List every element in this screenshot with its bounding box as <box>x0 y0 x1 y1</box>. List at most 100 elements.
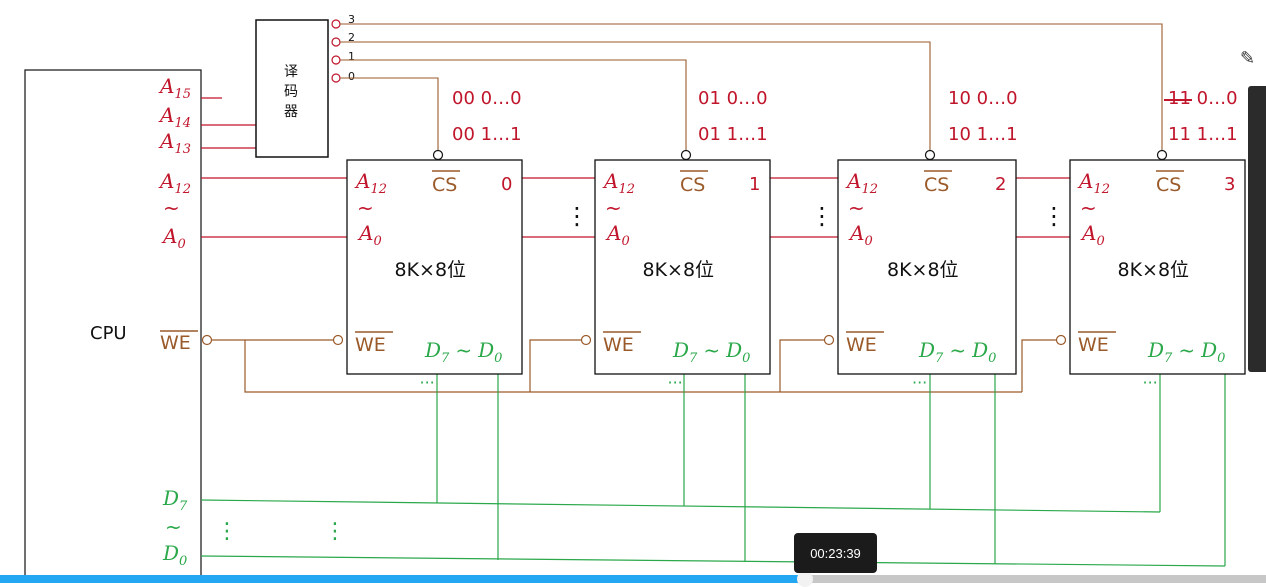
svg-text:A0: A0 <box>161 224 186 252</box>
chip-a0-pin: A0 <box>848 221 873 249</box>
chip-data-ellipsis: ··· <box>912 373 927 392</box>
data-d0-bus <box>200 555 1226 567</box>
side-panel-handle[interactable] <box>1248 86 1266 372</box>
cpu-we-bubble <box>201 334 213 346</box>
chip-box <box>594 159 771 375</box>
chip-index: 0 <box>501 174 512 195</box>
cpu-data-tilde: ~ <box>165 515 182 539</box>
chip-cs-pin: CS <box>924 174 949 196</box>
chip-we-pin: WE <box>603 334 634 356</box>
chip-range-end: 11 1…1 <box>1168 124 1238 145</box>
cpu-a15-label: A15 <box>158 74 191 102</box>
svg-text:A12: A12 <box>158 169 191 197</box>
chip-data-pins: D7 ~ D0 <box>424 338 502 366</box>
chip-a-tilde: ~ <box>1080 196 1097 220</box>
chip-cs-bubble <box>432 149 444 161</box>
chip-index: 3 <box>1224 174 1235 195</box>
cs-line-1 <box>340 59 687 150</box>
chip-cs-bubble <box>924 149 936 161</box>
decoder-box <box>255 19 329 158</box>
chip-capacity: 8K×8位 <box>887 259 959 281</box>
chip-cs-pin: CS <box>680 174 705 196</box>
timestamp-badge: 00:23:39 <box>794 533 877 573</box>
memory-chip-0: 00 0…0 00 1…1 A12~A0 CS 0 8K×8位 WE D7 ~ D0 ··· <box>332 88 523 392</box>
we-bus-bottom <box>244 340 1022 393</box>
svg-text:A13: A13 <box>158 129 191 157</box>
chip-a12-pin: A12 <box>1077 169 1110 197</box>
cpu-addr-tilde: ~ <box>163 196 180 220</box>
chip-range-end: 00 1…1 <box>452 124 522 145</box>
chip-cs-bubble <box>680 149 692 161</box>
svg-text:D0: D0 <box>162 541 187 569</box>
chip-box <box>1069 159 1246 375</box>
chip-we-bubble <box>1055 334 1067 346</box>
we-link-3 <box>1021 339 1060 392</box>
chip-range-start: 11 0…0 <box>1168 88 1238 109</box>
cpu-d7-label: D7 <box>162 486 188 514</box>
cpu-data-vdots-left: ⋮ <box>216 519 238 544</box>
decoder-out-3-label: 3 <box>348 13 355 26</box>
chip-box <box>346 159 523 375</box>
chip-a0-pin: A0 <box>357 221 382 249</box>
decoder-out-1-bubble <box>331 55 341 65</box>
memory-chip-1: 01 0…0 01 1…1 A12~A0 CS 1 8K×8位 WE D7 ~ D0 ··· <box>580 88 771 392</box>
chip-index: 1 <box>749 174 760 195</box>
chip-data-ellipsis: ··· <box>420 373 435 392</box>
timestamp-text: 00:23:39 <box>810 545 861 561</box>
chip-we-bubble <box>332 334 344 346</box>
video-progress-fill <box>0 575 806 583</box>
chip-data-ellipsis: ··· <box>668 373 683 392</box>
svg-text:D7: D7 <box>162 486 188 514</box>
decoder-out-0-label: 0 <box>348 70 355 83</box>
chip-capacity: 8K×8位 <box>643 259 715 281</box>
cpu-label: CPU <box>90 323 127 344</box>
addr-vdots-1: ⋮ <box>565 202 589 230</box>
chip-a-tilde: ~ <box>357 196 374 220</box>
cpu-a0-label: A0 <box>161 224 186 252</box>
memory-chip-2: 10 0…0 10 1…1 A12~A0 CS 2 8K×8位 WE D7 ~ D0 ··· <box>823 88 1018 392</box>
cpu-a12-label: A12 <box>158 169 191 197</box>
decoder-out-3-bubble <box>331 19 341 29</box>
decoder-char-2: 码 <box>284 84 298 100</box>
memory-chip-3: 11 0…0 11 1…1 A12~A0 CS 3 8K×8位 WE D7 ~ D0 ··· <box>1055 88 1246 392</box>
svg-text:A14: A14 <box>158 103 191 131</box>
chip-data-ellipsis: ··· <box>1143 373 1158 392</box>
chip-range-end: 10 1…1 <box>948 124 1018 145</box>
video-progress-knob[interactable] <box>797 571 814 587</box>
chip-cs-pin: CS <box>1156 174 1181 196</box>
we-link-1 <box>529 339 586 392</box>
cpu-a13-label: A13 <box>158 129 191 157</box>
chip-a12-pin: A12 <box>845 169 878 197</box>
decoder-char-1: 译 <box>284 64 298 80</box>
chip-data-pins: D7 ~ D0 <box>918 338 996 366</box>
chip-a12-pin: A12 <box>602 169 635 197</box>
cpu-d0-label: D0 <box>162 541 187 569</box>
chip-a-tilde: ~ <box>848 196 865 220</box>
chip-box <box>837 159 1017 375</box>
svg-text:A15: A15 <box>158 74 191 102</box>
decoder-out-1-label: 1 <box>348 50 355 63</box>
chip-a12-pin: A12 <box>354 169 387 197</box>
chip-a0-pin: A0 <box>1080 221 1105 249</box>
addr-vdots-2: ⋮ <box>810 202 834 230</box>
addr-vdots-3: ⋮ <box>1042 202 1066 230</box>
chip-a-tilde: ~ <box>605 196 622 220</box>
pen-icon[interactable]: ✎ <box>1240 48 1256 69</box>
chip-we-pin: WE <box>846 334 877 356</box>
chip-index: 2 <box>995 174 1006 195</box>
decoder-out-2-bubble <box>331 37 341 47</box>
chip-a0-pin: A0 <box>605 221 630 249</box>
chip-we-pin: WE <box>1078 334 1109 356</box>
we-link-2 <box>779 339 830 392</box>
chip-cs-bubble <box>1156 149 1168 161</box>
decoder-out-2-label: 2 <box>348 31 355 44</box>
chip-data-pins: D7 ~ D0 <box>672 338 750 366</box>
chip-range-start: 01 0…0 <box>698 88 768 109</box>
cs-line-2 <box>340 41 931 150</box>
cs-line-3 <box>340 23 1163 150</box>
chip-we-bubble <box>823 334 835 346</box>
chip-capacity: 8K×8位 <box>395 259 467 281</box>
decoder-char-3: 器 <box>284 104 298 120</box>
chip-range-end: 01 1…1 <box>698 124 768 145</box>
